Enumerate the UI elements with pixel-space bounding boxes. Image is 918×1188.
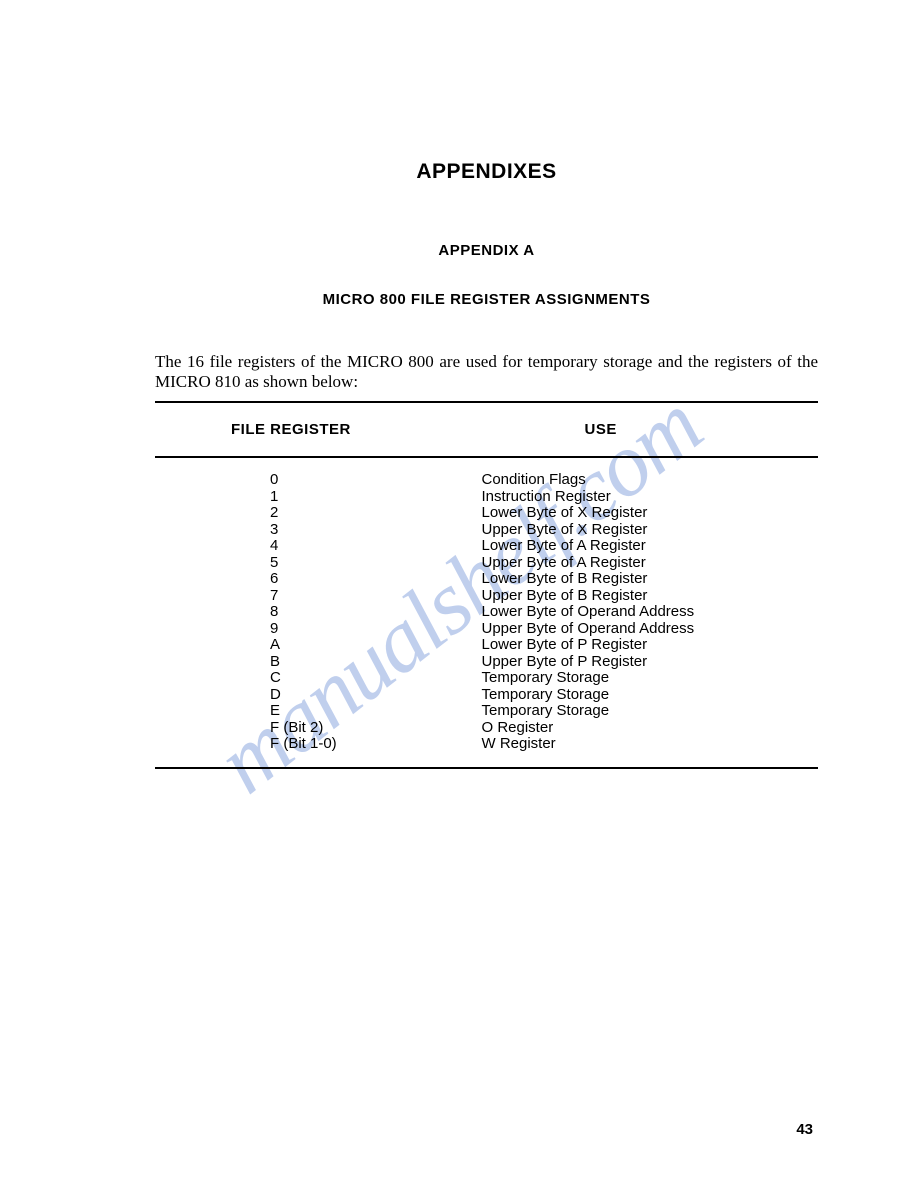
table-row: 8 Lower Byte of Operand Address [155, 604, 818, 621]
table-cell-use: Upper Byte of P Register [482, 654, 814, 671]
table-cell-use: Lower Byte of A Register [482, 538, 814, 555]
table-cell-use: Temporary Storage [482, 687, 814, 704]
table-cell-use: O Register [482, 720, 814, 737]
table-cell-use: Instruction Register [482, 489, 814, 506]
table-row: F (Bit 1-0) W Register [155, 736, 818, 753]
table-row: 1 Instruction Register [155, 489, 818, 506]
table-cell-register: 0 [155, 472, 487, 489]
table-cell-register: 8 [155, 604, 487, 621]
table-cell-register: B [155, 654, 487, 671]
table-cell-use: Upper Byte of Operand Address [482, 621, 814, 638]
table-cell-register: D [155, 687, 487, 704]
table-row: 3 Upper Byte of X Register [155, 522, 818, 539]
table-cell-use: Upper Byte of A Register [482, 555, 814, 572]
table-row: 9 Upper Byte of Operand Address [155, 621, 818, 638]
register-table: FILE REGISTER USE 0 Condition Flags 1 In… [155, 401, 818, 769]
table-cell-use: Lower Byte of B Register [482, 571, 814, 588]
table-cell-use: Upper Byte of B Register [482, 588, 814, 605]
table-cell-register: C [155, 670, 487, 687]
main-title: APPENDIXES [155, 160, 818, 184]
table-cell-register: F (Bit 1-0) [155, 736, 487, 753]
table-cell-register: 5 [155, 555, 487, 572]
page-number: 43 [796, 1121, 813, 1138]
table-cell-use: Lower Byte of X Register [482, 505, 814, 522]
table-row: A Lower Byte of P Register [155, 637, 818, 654]
table-cell-use: Lower Byte of Operand Address [482, 604, 814, 621]
table-cell-register: 7 [155, 588, 487, 605]
page-container: APPENDIXES APPENDIX A MICRO 800 FILE REG… [0, 0, 918, 809]
table-row: E Temporary Storage [155, 703, 818, 720]
table-cell-register: 3 [155, 522, 487, 539]
table-header-row: FILE REGISTER USE [155, 401, 818, 458]
table-row: F (Bit 2) O Register [155, 720, 818, 737]
table-row: 5 Upper Byte of A Register [155, 555, 818, 572]
table-row: 7 Upper Byte of B Register [155, 588, 818, 605]
table-cell-use: Temporary Storage [482, 670, 814, 687]
table-cell-register: 2 [155, 505, 487, 522]
intro-text: The 16 file registers of the MICRO 800 a… [155, 352, 818, 391]
table-row: B Upper Byte of P Register [155, 654, 818, 671]
table-body: 0 Condition Flags 1 Instruction Register… [155, 458, 818, 769]
table-cell-register: 9 [155, 621, 487, 638]
table-row: 4 Lower Byte of A Register [155, 538, 818, 555]
table-row: 0 Condition Flags [155, 472, 818, 489]
table-header-left: FILE REGISTER [155, 421, 487, 438]
table-cell-use: Lower Byte of P Register [482, 637, 814, 654]
table-row: 2 Lower Byte of X Register [155, 505, 818, 522]
appendix-title: APPENDIX A [155, 242, 818, 259]
table-cell-register: 1 [155, 489, 487, 506]
table-cell-use: Upper Byte of X Register [482, 522, 814, 539]
table-row: D Temporary Storage [155, 687, 818, 704]
table-cell-register: F (Bit 2) [155, 720, 487, 737]
subtitle: MICRO 800 FILE REGISTER ASSIGNMENTS [155, 291, 818, 308]
table-header-right: USE [487, 421, 819, 438]
table-cell-use: Condition Flags [482, 472, 814, 489]
table-cell-register: 6 [155, 571, 487, 588]
table-cell-register: A [155, 637, 487, 654]
table-cell-register: E [155, 703, 487, 720]
table-row: C Temporary Storage [155, 670, 818, 687]
table-cell-use: Temporary Storage [482, 703, 814, 720]
table-cell-register: 4 [155, 538, 487, 555]
table-row: 6 Lower Byte of B Register [155, 571, 818, 588]
table-cell-use: W Register [482, 736, 814, 753]
